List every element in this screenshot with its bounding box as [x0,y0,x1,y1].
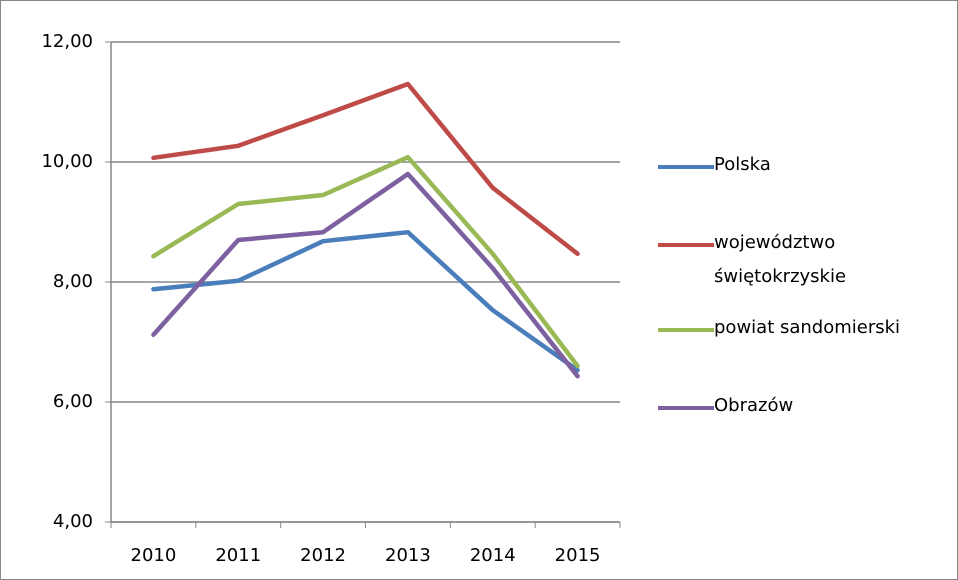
legend-item: Polska [658,154,939,182]
legend-swatch [658,406,714,410]
x-tick-label: 2011 [215,545,261,566]
series-line [151,81,580,257]
y-tick-label: 10,00 [41,151,93,172]
x-tick-label: 2010 [131,545,177,566]
legend-swatch [658,165,714,169]
x-tick-label: 2013 [385,545,431,566]
y-tick-label: 8,00 [53,271,93,292]
y-tick-label: 12,00 [41,31,93,52]
legend-item: województwo świętokrzyskie [658,232,939,294]
legend-swatch [658,328,714,332]
legend-label: powiat sandomierski [714,317,901,338]
legend-swatch [658,243,714,247]
x-tick-label: 2012 [300,545,346,566]
legend-label: województwo świętokrzyskie [714,232,847,287]
x-tick-label: 2015 [555,545,601,566]
series-line [151,229,580,373]
legend-item: powiat sandomierski [658,317,939,345]
y-tick-label: 4,00 [53,511,93,532]
legend-item: Obrazów [658,395,939,423]
x-tick-label: 2014 [470,545,516,566]
series-line [151,154,580,369]
legend-label: Obrazów [714,395,794,416]
y-tick-label: 6,00 [53,391,93,412]
legend-label: Polska [714,154,771,175]
series-line [151,171,580,379]
